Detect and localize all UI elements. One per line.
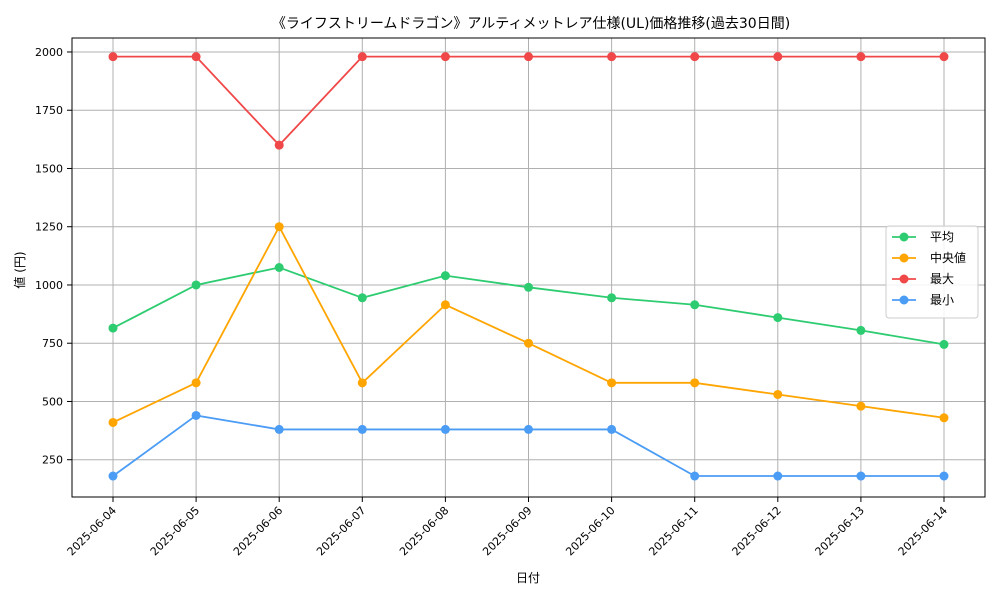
series-平均 <box>108 263 949 349</box>
data-point <box>440 271 450 281</box>
x-tick-label: 2025-06-05 <box>148 504 202 558</box>
legend-marker <box>899 253 909 263</box>
data-point <box>274 424 284 434</box>
legend-entry: 中央値 <box>892 250 966 265</box>
data-point <box>939 339 949 349</box>
data-point <box>191 52 201 62</box>
data-point <box>856 401 866 411</box>
x-tick-label: 2025-06-10 <box>563 504 617 558</box>
data-point <box>108 471 118 481</box>
data-point <box>607 378 617 388</box>
data-point <box>939 413 949 423</box>
x-tick-label: 2025-06-04 <box>65 504 119 558</box>
x-tick-label: 2025-06-13 <box>813 504 867 558</box>
data-point <box>524 282 533 292</box>
x-axis-title: 日付 <box>516 571 540 585</box>
data-point <box>856 52 866 62</box>
x-tick-label: 2025-06-08 <box>397 504 451 558</box>
legend-marker <box>899 274 909 284</box>
y-axis-title: 値 (円) <box>12 251 27 288</box>
y-tick-label: 1750 <box>35 104 63 117</box>
x-tick-label: 2025-06-09 <box>480 504 534 558</box>
data-point <box>856 325 866 335</box>
data-point <box>607 293 617 303</box>
y-tick-label: 1500 <box>35 162 63 175</box>
legend-marker <box>899 232 909 242</box>
series-最小 <box>108 410 949 481</box>
data-point <box>274 140 284 150</box>
data-point <box>108 52 118 62</box>
data-point <box>773 389 783 399</box>
data-point <box>939 471 949 481</box>
series-最大 <box>108 52 949 150</box>
data-point <box>856 471 866 481</box>
legend-label: 中央値 <box>930 250 966 265</box>
data-point <box>357 424 367 434</box>
data-point <box>108 417 118 427</box>
data-point <box>690 52 700 62</box>
legend-box <box>885 225 979 319</box>
legend-label: 最大 <box>930 272 954 286</box>
data-point <box>191 280 201 290</box>
data-point <box>440 424 450 434</box>
data-point <box>274 263 284 272</box>
data-point <box>108 323 118 333</box>
legend-entry: 平均 <box>892 230 954 244</box>
y-tick-label: 500 <box>42 395 63 408</box>
data-point <box>440 52 450 62</box>
legend-label: 平均 <box>930 230 954 244</box>
data-point <box>191 410 201 420</box>
data-point <box>607 52 617 62</box>
data-point <box>690 378 700 388</box>
x-tick-label: 2025-06-06 <box>231 504 285 558</box>
data-point <box>524 424 533 434</box>
data-point <box>773 471 783 481</box>
legend-entry: 最小 <box>892 293 954 307</box>
data-point <box>939 52 949 62</box>
data-point <box>357 378 367 388</box>
data-point <box>524 52 533 62</box>
axes: 2025-06-04 2025-06-05 2025-06-06 2025-06-07… <box>35 46 950 558</box>
x-tick-label: 2025-06-11 <box>646 504 700 558</box>
data-point <box>690 300 700 310</box>
data-point <box>357 52 367 62</box>
data-point <box>524 338 533 348</box>
x-tick-label: 2025-06-14 <box>896 504 950 558</box>
y-tick-label: 250 <box>42 454 63 467</box>
chart-title: 《ライフストリームドラゴン》アルティメットレア仕様(UL)価格推移(過去30日間… <box>272 15 790 32</box>
data-point <box>690 471 700 481</box>
series-layer <box>108 52 949 481</box>
x-tick-label: 2025-06-12 <box>730 504 784 558</box>
legend-entry: 最大 <box>892 272 954 286</box>
legend-marker <box>899 295 909 305</box>
y-tick-label: 750 <box>42 337 63 350</box>
data-point <box>274 222 284 232</box>
data-point <box>357 293 367 303</box>
data-point <box>773 52 783 62</box>
y-tick-label: 1250 <box>35 221 63 234</box>
y-tick-label: 1000 <box>35 279 63 292</box>
data-point <box>191 378 201 388</box>
data-point <box>607 424 617 434</box>
legend-label: 最小 <box>930 293 954 307</box>
data-point <box>440 300 450 310</box>
x-tick-label: 2025-06-07 <box>314 504 368 558</box>
y-tick-label: 2000 <box>35 46 63 59</box>
data-point <box>773 313 783 323</box>
series-中央値 <box>108 222 949 427</box>
